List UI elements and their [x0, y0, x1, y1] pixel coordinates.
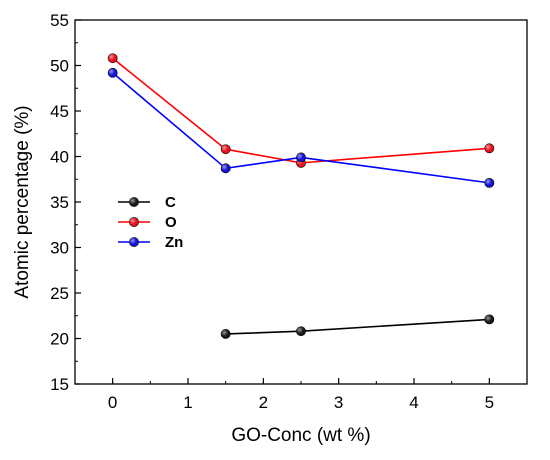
- marker-highlight: [129, 237, 139, 247]
- series-o: [107, 53, 495, 168]
- marker-highlight: [221, 329, 231, 339]
- series-zn: [107, 67, 495, 188]
- marker-highlight: [484, 314, 494, 324]
- y-tick-label: 50: [50, 57, 69, 76]
- legend: CO Zn: [118, 194, 183, 251]
- marker-highlight: [296, 326, 306, 336]
- data-point: [296, 152, 306, 163]
- data-point: [220, 163, 231, 174]
- legend-marker: [129, 237, 139, 247]
- marker-highlight: [221, 144, 231, 154]
- y-tick-label: 15: [50, 375, 69, 394]
- series-c: [220, 314, 495, 339]
- series-layer: [107, 53, 495, 339]
- marker-highlight: [221, 163, 231, 173]
- x-tick-label: 5: [485, 393, 494, 412]
- legend-label: Zn: [165, 234, 183, 251]
- y-tick-label: 40: [50, 148, 69, 167]
- series-line: [112, 57, 490, 164]
- legend-item-o: O: [118, 214, 177, 231]
- y-axis-title: Atomic percentage (%): [12, 105, 33, 298]
- marker-highlight: [129, 197, 139, 207]
- y-tick-label: 20: [50, 330, 69, 349]
- marker-highlight: [108, 68, 118, 78]
- data-point: [296, 326, 306, 337]
- data-point: [220, 329, 231, 339]
- marker-highlight: [108, 53, 118, 63]
- marker-highlight: [129, 217, 139, 227]
- marker-highlight: [484, 178, 494, 188]
- x-tick-label: 3: [334, 393, 343, 412]
- data-point: [484, 143, 495, 154]
- x-tick-label: 2: [259, 393, 268, 412]
- y-tick-label: 30: [50, 239, 69, 258]
- legend-item-zn: Zn: [118, 234, 183, 251]
- series-line: [112, 72, 490, 184]
- legend-label: C: [165, 194, 176, 211]
- x-tick-label: 4: [409, 393, 418, 412]
- legend-marker: [129, 217, 139, 227]
- series-line: [225, 318, 490, 335]
- marker-highlight: [484, 143, 494, 153]
- y-tick-label: 25: [50, 284, 69, 303]
- data-point: [484, 177, 495, 188]
- x-tick-label: 0: [108, 393, 117, 412]
- legend-item-c: C: [118, 194, 176, 211]
- marker-highlight: [296, 152, 306, 163]
- x-axis-title: GO-Conc (wt %): [231, 425, 370, 446]
- data-point: [484, 314, 495, 325]
- legend-label: O: [165, 214, 177, 231]
- data-point: [220, 144, 231, 155]
- y-tick-label: 35: [50, 193, 69, 212]
- data-point: [107, 53, 118, 64]
- data-point: [107, 67, 118, 78]
- y-tick-label: 55: [50, 11, 69, 30]
- x-tick-label: 1: [183, 393, 192, 412]
- legend-marker: [129, 197, 139, 207]
- y-tick-label: 45: [50, 102, 69, 121]
